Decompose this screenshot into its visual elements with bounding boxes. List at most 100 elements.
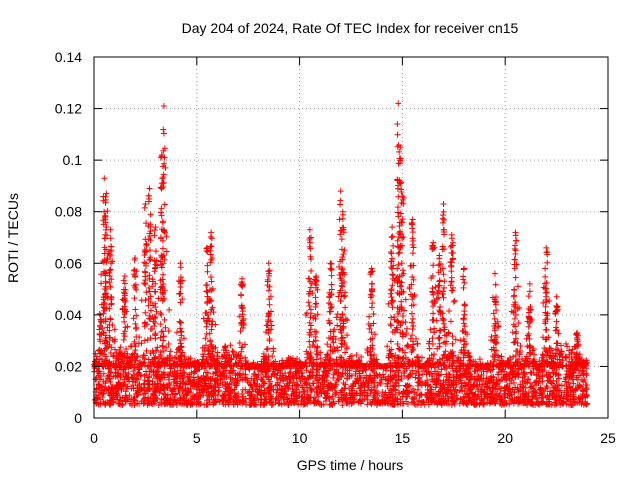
data-point [234,377,241,384]
data-point [441,216,448,223]
data-point [464,331,471,338]
data-point [387,290,394,297]
data-point [102,332,109,339]
data-point [147,307,154,314]
data-point [524,376,531,383]
data-point [343,375,350,382]
data-point [112,373,119,380]
data-point [122,298,129,305]
data-point [389,328,396,335]
data-point [465,349,472,356]
data-point [367,399,374,406]
data-point [515,366,522,373]
data-point [478,375,485,382]
data-point [388,258,395,265]
data-point [157,376,164,383]
data-point [209,355,216,362]
data-point [247,382,254,389]
data-point [200,374,207,381]
data-point [396,346,403,353]
data-point [278,393,285,400]
data-point [261,390,268,397]
data-point [339,335,346,342]
data-point [389,391,396,398]
data-point [177,274,184,281]
data-point [161,228,168,235]
data-point [217,376,224,383]
data-point [260,381,267,388]
data-point [97,400,104,407]
data-point [146,362,153,369]
data-point [109,383,116,390]
data-point [409,326,416,333]
data-point [511,245,518,252]
data-point [394,265,401,272]
data-point [374,390,381,397]
data-point [442,348,449,355]
data-point [306,319,313,326]
data-point [440,288,447,295]
data-point [430,355,437,362]
data-point [147,335,154,342]
data-point [387,338,394,345]
data-point [98,349,105,356]
data-point [143,289,150,296]
data-point [169,401,176,408]
data-point [251,380,258,387]
data-point [515,386,522,393]
data-point [290,374,297,381]
data-point [307,306,314,313]
data-point [161,295,168,302]
data-point [439,265,446,272]
data-point [203,374,210,381]
data-point [163,248,170,255]
data-point [196,389,203,396]
data-point [328,304,335,311]
data-point [285,402,292,409]
data-point [368,329,375,336]
data-point [484,363,491,370]
data-point [448,390,455,397]
data-point [106,248,113,255]
data-point [513,237,520,244]
data-point [492,339,499,346]
data-point [212,344,219,351]
data-point [133,375,140,382]
data-point [389,271,396,278]
data-point [442,397,449,404]
data-point [527,343,534,350]
data-point [239,397,246,404]
data-point [159,219,166,226]
data-point [397,400,404,407]
data-point [392,372,399,379]
data-point [467,356,474,363]
data-point [553,392,560,399]
data-point [550,389,557,396]
data-point [145,285,152,292]
data-point [322,368,329,375]
data-point [439,355,446,362]
data-point [449,333,456,340]
data-point [390,394,397,401]
data-point [305,375,312,382]
data-point [163,344,170,351]
data-point [327,328,334,335]
data-point [430,303,437,310]
data-point [204,317,211,324]
data-point [203,282,210,289]
data-point [166,352,173,359]
data-point [382,389,389,396]
data-point [511,286,518,293]
data-point [140,352,147,359]
data-point [395,100,402,107]
data-point [508,377,515,384]
data-point [233,351,240,358]
data-point [388,294,395,301]
data-point [130,385,137,392]
data-point [334,322,341,329]
data-point [237,359,244,366]
data-point [492,299,499,306]
data-point [137,385,144,392]
data-point [339,208,346,215]
data-point [458,373,465,380]
